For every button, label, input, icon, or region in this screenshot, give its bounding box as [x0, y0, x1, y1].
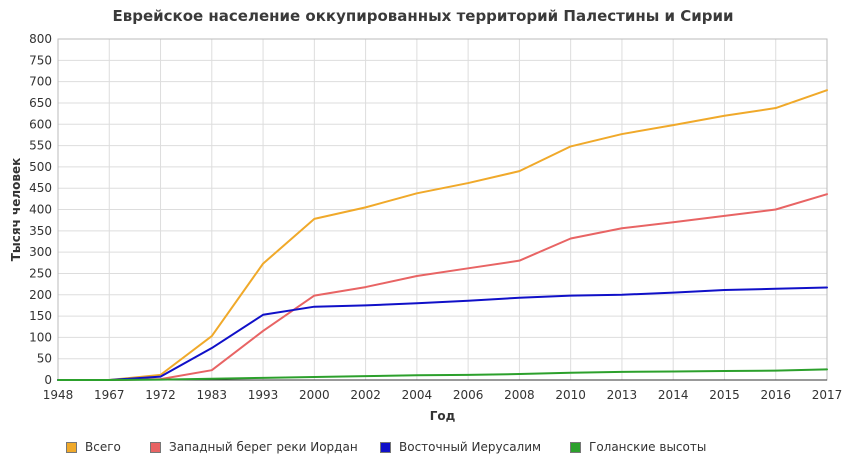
x-tick-label: 1972 — [145, 388, 176, 402]
x-tick-label: 2016 — [760, 388, 791, 402]
y-tick-label: 250 — [29, 266, 52, 280]
y-tick-label: 0 — [44, 373, 52, 387]
x-tick-label: 1993 — [248, 388, 279, 402]
legend-swatch — [380, 441, 391, 453]
series-line-4 — [57, 368, 828, 381]
legend-item: Западный берег реки Иордан — [150, 440, 358, 454]
x-tick-label: 2000 — [299, 388, 330, 402]
x-tick-label: 2002 — [350, 388, 381, 402]
x-tick-label: 2008 — [504, 388, 535, 402]
x-tick-label: 2006 — [453, 388, 484, 402]
y-tick-label: 750 — [29, 53, 52, 67]
y-tick-label: 500 — [29, 160, 52, 174]
x-tick-label: 2013 — [607, 388, 638, 402]
legend-label: Всего — [85, 440, 121, 454]
x-tick-label: 1948 — [43, 388, 74, 402]
y-tick-label: 50 — [37, 352, 52, 366]
x-tick-label: 2017 — [812, 388, 843, 402]
y-tick-label: 700 — [29, 75, 52, 89]
x-axis-title: Год — [430, 409, 456, 423]
legend-item: Голанские высоты — [570, 440, 706, 454]
y-tick-label: 350 — [29, 224, 52, 238]
legend-swatch — [570, 441, 581, 453]
x-tick-label: 2004 — [402, 388, 433, 402]
x-tick-label: 2015 — [709, 388, 740, 402]
y-tick-label: 600 — [29, 117, 52, 131]
y-tick-label: 400 — [29, 203, 52, 217]
chart-legend: Всего Западный берег реки Иордан Восточный… — [0, 440, 846, 462]
series-lines — [57, 89, 828, 381]
y-axis-title: Тысяч человек — [9, 158, 23, 262]
y-tick-label: 150 — [29, 309, 52, 323]
x-tick-label: 1967 — [94, 388, 125, 402]
legend-label: Восточный Иерусалим — [399, 440, 542, 454]
y-tick-label: 300 — [29, 245, 52, 259]
series-line-3 — [57, 286, 828, 381]
y-tick-label: 100 — [29, 330, 52, 344]
series-line-2 — [57, 193, 828, 381]
y-tick-label: 450 — [29, 181, 52, 195]
gridlines — [57, 38, 828, 381]
legend-item: Всего — [66, 440, 121, 454]
legend-swatch — [150, 441, 161, 453]
x-tick-label: 2010 — [555, 388, 586, 402]
x-tick-label: 1983 — [197, 388, 228, 402]
axis-labels: 0 50 100 150 200 250 300 350 400 450 500 550 600 650 7… — [9, 32, 842, 423]
legend-label: Западный берег реки Иордан — [169, 440, 358, 454]
chart-title: Еврейское население оккупированных терри… — [112, 7, 734, 25]
x-tick-label: 2014 — [658, 388, 689, 402]
legend-item: Восточный Иерусалим — [380, 440, 541, 454]
y-tick-label: 550 — [29, 139, 52, 153]
legend-label: Голанские высоты — [589, 440, 707, 454]
y-tick-label: 200 — [29, 288, 52, 302]
y-tick-label: 650 — [29, 96, 52, 110]
series-line-1 — [57, 89, 828, 381]
legend-swatch — [66, 441, 77, 453]
y-tick-label: 800 — [29, 32, 52, 46]
